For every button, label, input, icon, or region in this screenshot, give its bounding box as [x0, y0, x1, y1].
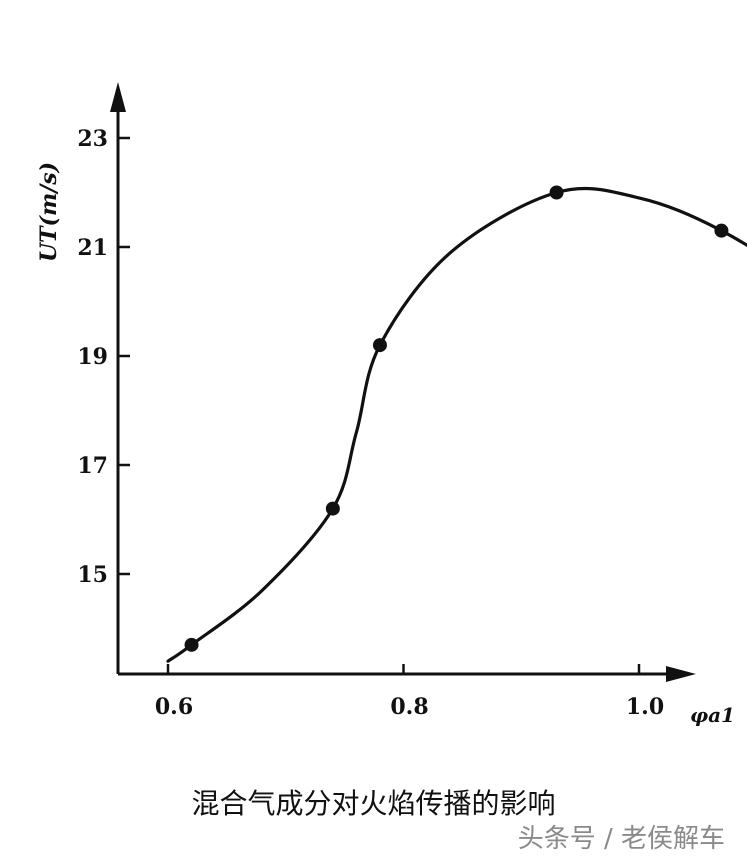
series-layer	[166, 185, 747, 663]
axis-labels: UT(m/s) φa1	[36, 162, 735, 727]
y-tick-label: 21	[77, 235, 108, 261]
series-line	[166, 186, 747, 663]
data-point	[184, 637, 199, 652]
y-tick-label: 15	[77, 562, 108, 588]
data-point	[325, 501, 340, 516]
data-point	[714, 223, 729, 238]
x-axis-arrow	[666, 666, 696, 682]
y-axis-label: UT(m/s)	[36, 162, 62, 262]
figure-caption: 混合气成分对火焰传播的影响	[191, 787, 556, 820]
y-tick-label: 23	[77, 126, 108, 152]
data-point	[549, 185, 564, 200]
watermark: 头条号 / 老侯解车	[517, 824, 725, 854]
axes	[110, 82, 696, 682]
x-tick-label: 0.6	[155, 694, 193, 720]
x-tick-label: 0.8	[390, 694, 428, 720]
y-axis-arrow	[110, 82, 126, 112]
x-tick-label: 1.0	[626, 694, 664, 720]
data-point	[372, 338, 387, 353]
x-axis-label: φa1	[690, 703, 735, 727]
y-tick-label: 17	[77, 453, 108, 479]
y-tick-label: 19	[77, 344, 108, 370]
